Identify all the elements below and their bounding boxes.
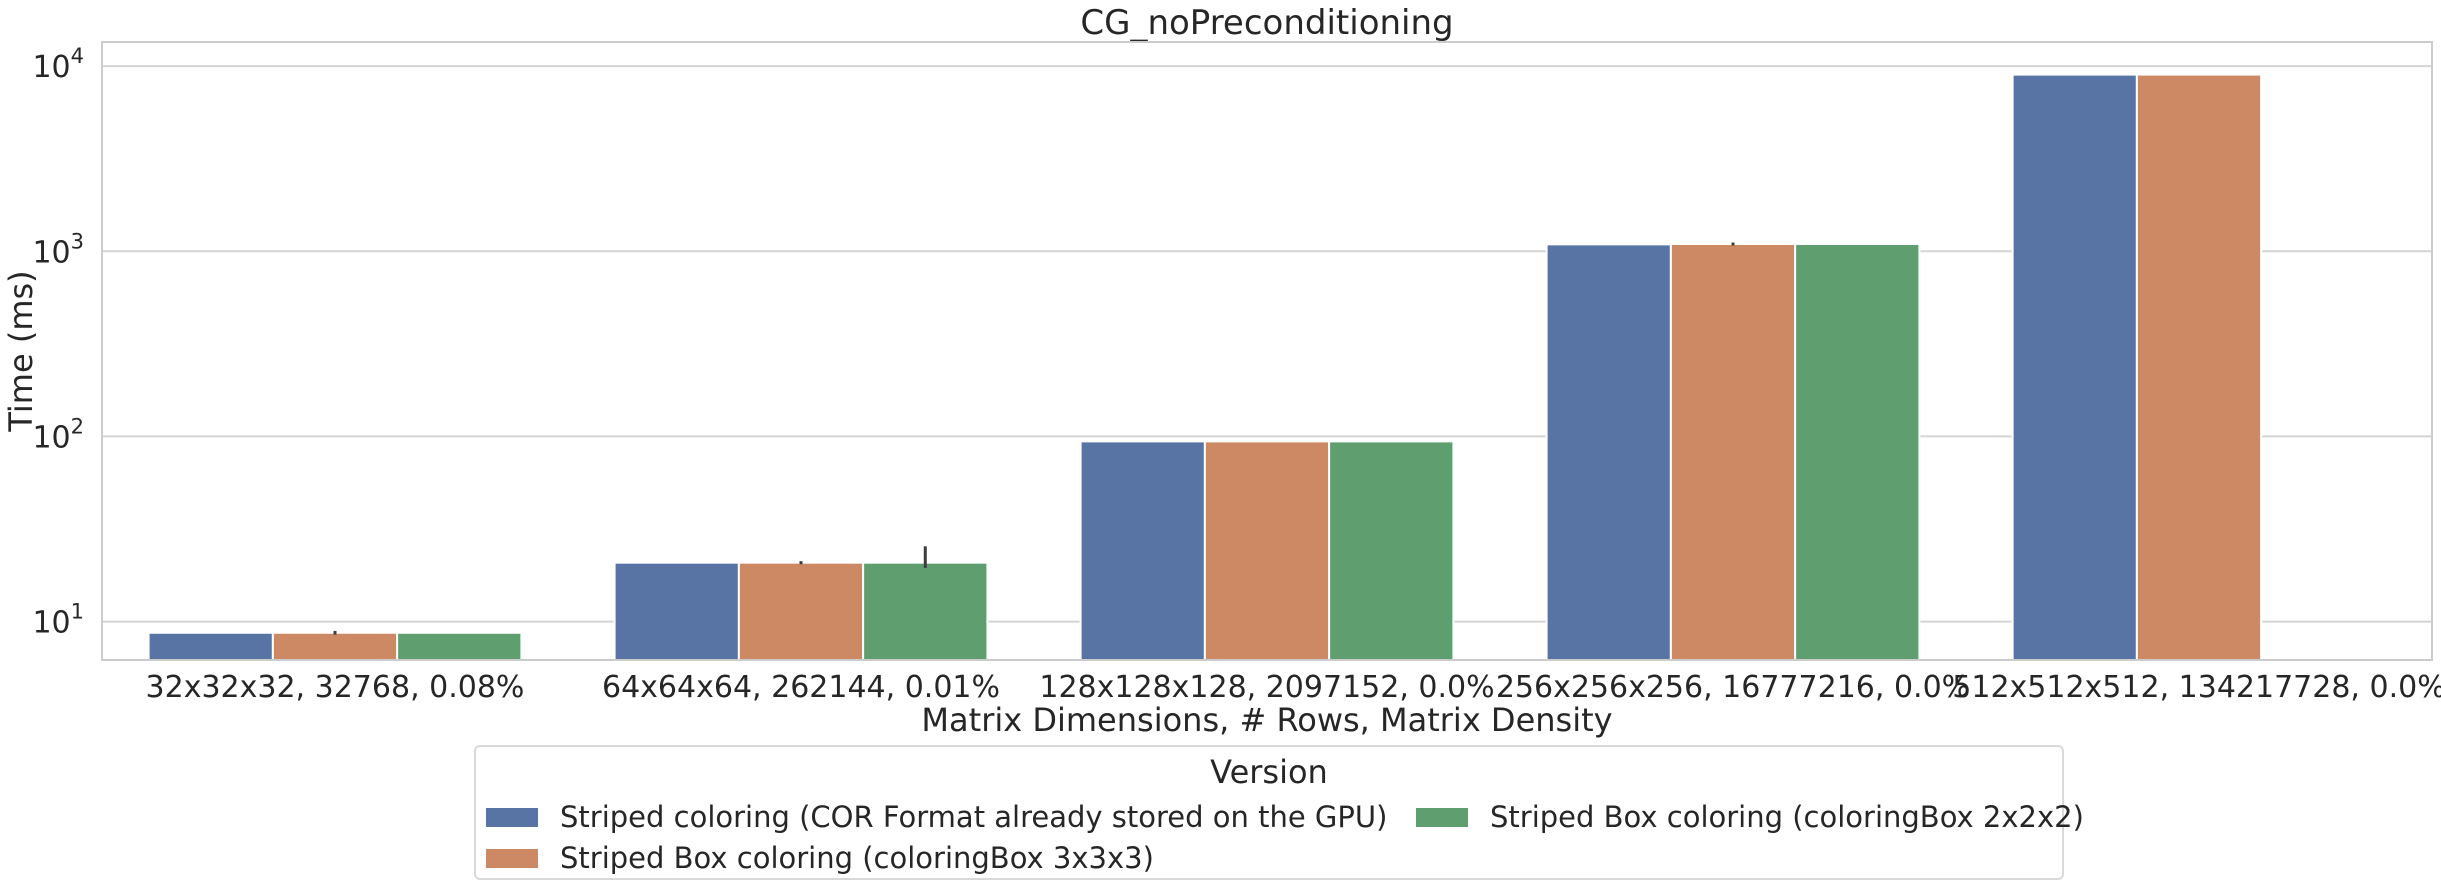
x-tick-label: 512x512x512, 134217728, 0.0% (1952, 670, 2441, 705)
bar-series-1 (1545, 243, 1672, 661)
y-tick-label: 102 (32, 414, 84, 455)
legend-swatch-series-3 (1416, 807, 1468, 827)
chart-title: CG_noPreconditioning (1080, 3, 1453, 43)
y-axis-label: Time (ms) (2, 270, 40, 432)
legend-label-series-1: Striped coloring (COR Format already sto… (560, 800, 1388, 834)
legend-item-series-1: Striped coloring (COR Format already sto… (486, 800, 1387, 834)
y-tick-labels: 101 102 103 104 (32, 44, 84, 640)
bar-series-1 (613, 561, 740, 662)
legend-swatch-series-1 (486, 807, 538, 827)
legend: Version Striped coloring (COR Format alr… (474, 745, 2084, 880)
legend-title: Version (1210, 753, 1328, 791)
x-tick-label: 128x128x128, 2097152, 0.0% (1039, 670, 1494, 705)
error-bars (333, 242, 1735, 635)
x-tick-label: 256x256x256, 16777216, 0.0% (1496, 670, 1970, 705)
plot-frame (101, 41, 2433, 661)
bar-series-1 (147, 631, 274, 661)
bar-series-3 (1794, 242, 1921, 662)
bar-series-3 (1328, 440, 1455, 661)
bar-series-2 (737, 561, 865, 662)
legend-item-series-2: Striped Box coloring (coloringBox 3x3x3) (486, 841, 1154, 875)
legend-label-series-3: Striped Box coloring (coloringBox 2x2x2) (1490, 800, 2084, 834)
bar-series-1 (1079, 440, 1206, 661)
bar-series-2 (1669, 242, 1797, 662)
bar-series-2 (2135, 73, 2263, 662)
bar-series-3 (396, 631, 523, 661)
bar-series-2 (1203, 440, 1331, 661)
bar-series-3 (862, 561, 989, 662)
bar-series-1 (2011, 73, 2138, 662)
legend-swatch-series-2 (486, 848, 538, 868)
y-tick-label: 101 (32, 600, 84, 641)
x-axis-label: Matrix Dimensions, # Rows, Matrix Densit… (921, 701, 1612, 739)
bars (147, 73, 2263, 662)
bar-series-2 (271, 631, 399, 661)
y-tick-label: 104 (32, 44, 84, 85)
x-tick-label: 32x32x32, 32768, 0.08% (146, 670, 525, 705)
legend-item-series-3: Striped Box coloring (coloringBox 2x2x2) (1416, 800, 2084, 834)
x-tick-labels: 32x32x32, 32768, 0.08% 64x64x64, 262144, … (146, 670, 2441, 705)
legend-label-series-2: Striped Box coloring (coloringBox 3x3x3) (560, 841, 1154, 875)
x-tick-label: 64x64x64, 262144, 0.01% (602, 670, 1000, 705)
y-tick-label: 103 (32, 229, 84, 270)
